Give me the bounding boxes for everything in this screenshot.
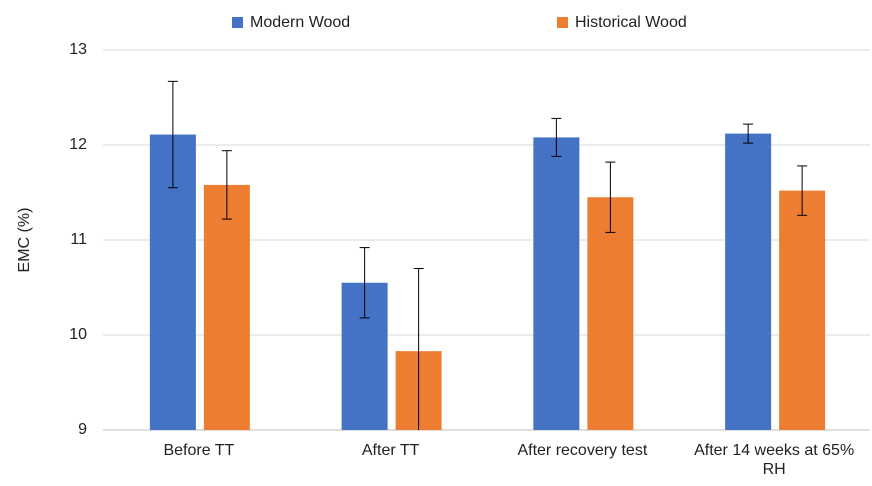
y-tick-label: 10	[69, 326, 87, 343]
y-tick-label: 11	[70, 231, 87, 248]
bar	[779, 190, 826, 430]
plot-area	[149, 80, 826, 430]
x-tick-label: Before TT	[163, 442, 235, 459]
error-bar	[413, 268, 424, 430]
bar	[203, 184, 250, 430]
legend-swatch	[557, 17, 568, 28]
legend-label: Historical Wood	[575, 14, 687, 31]
error-bar	[359, 247, 370, 319]
bar	[533, 137, 580, 430]
error-bar	[221, 150, 232, 220]
y-tick-label: 12	[69, 136, 87, 153]
y-tick-label: 9	[78, 421, 87, 438]
error-bar	[605, 161, 616, 233]
y-axis-label: EMC (%)	[16, 208, 33, 273]
x-tick-label: After 14 weeks at 65% RH	[694, 442, 855, 478]
error-bar	[167, 80, 178, 189]
y-tick-label: 13	[69, 41, 87, 58]
error-bar	[797, 165, 808, 216]
bar	[587, 197, 634, 430]
legend-swatch	[232, 17, 243, 28]
x-tick-label: After recovery test	[517, 442, 648, 459]
x-tick-label: After TT	[361, 442, 420, 459]
error-bar	[551, 117, 562, 157]
bar	[725, 133, 772, 430]
legend-label: Modern Wood	[250, 14, 350, 31]
error-bar	[743, 123, 754, 144]
